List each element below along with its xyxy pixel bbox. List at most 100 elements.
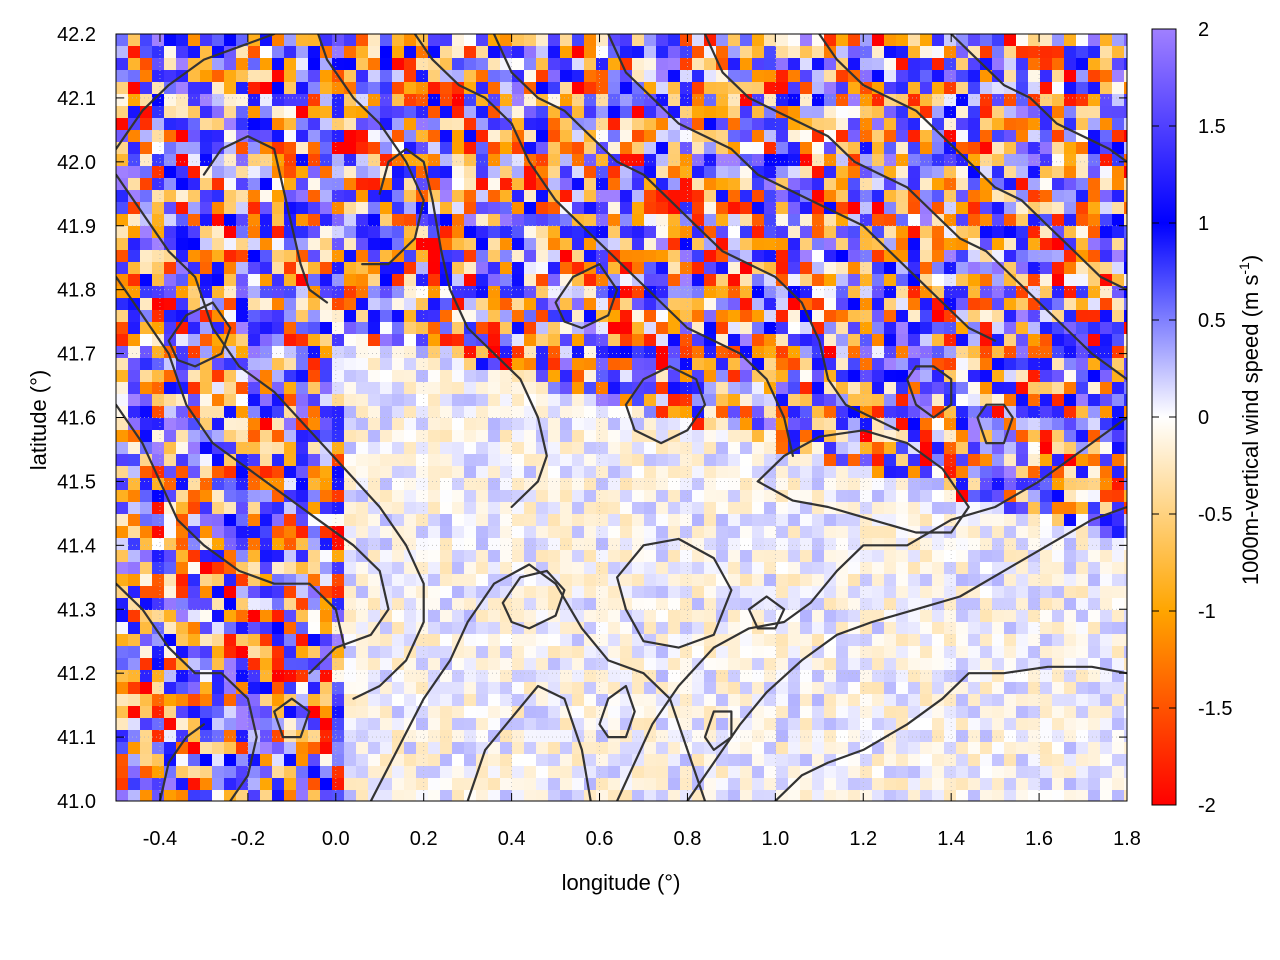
heatmap-cell <box>848 670 861 683</box>
heatmap-cell <box>1016 478 1029 491</box>
heatmap-cell <box>560 118 573 131</box>
heatmap-cell <box>536 730 549 743</box>
heatmap-cell <box>1112 262 1125 275</box>
heatmap-cell <box>860 718 873 731</box>
heatmap-cell <box>524 730 537 743</box>
heatmap-cell <box>584 706 597 719</box>
heatmap-cell <box>848 514 861 527</box>
heatmap-cell <box>812 418 825 431</box>
heatmap-cell <box>392 538 405 551</box>
heatmap-cell <box>656 454 669 467</box>
heatmap-cell <box>968 142 981 155</box>
heatmap-cell <box>740 466 753 479</box>
heatmap-cell <box>752 226 765 239</box>
heatmap-cell <box>380 58 393 71</box>
heatmap-cell <box>872 658 885 671</box>
heatmap-cell <box>728 382 741 395</box>
heatmap-cell <box>968 634 981 647</box>
heatmap-cell <box>908 214 921 227</box>
heatmap-cell <box>896 418 909 431</box>
heatmap-cell <box>572 442 585 455</box>
heatmap-cell <box>860 478 873 491</box>
heatmap-cell <box>512 454 525 467</box>
heatmap-cell <box>932 478 945 491</box>
heatmap-cell <box>932 382 945 395</box>
heatmap-cell <box>332 718 345 731</box>
heatmap-cell <box>512 262 525 275</box>
heatmap-cell <box>776 466 789 479</box>
heatmap-cell <box>248 478 261 491</box>
heatmap-cell <box>632 190 645 203</box>
heatmap-cell <box>668 94 681 107</box>
heatmap-cell <box>1112 514 1125 527</box>
heatmap-cell <box>176 178 189 191</box>
heatmap-cell <box>248 442 261 455</box>
heatmap-cell <box>788 58 801 71</box>
heatmap-cell <box>644 610 657 623</box>
heatmap-cell <box>524 106 537 119</box>
heatmap-cell <box>512 526 525 539</box>
heatmap-cell <box>428 622 441 635</box>
heatmap-cell <box>548 250 561 263</box>
heatmap-cell <box>692 286 705 299</box>
heatmap-cell <box>620 538 633 551</box>
heatmap-cell <box>680 586 693 599</box>
heatmap-cell <box>848 418 861 431</box>
heatmap-cell <box>284 490 297 503</box>
heatmap-cell <box>1064 46 1077 59</box>
heatmap-cell <box>1016 610 1029 623</box>
heatmap-cell <box>164 106 177 119</box>
heatmap-cell <box>356 598 369 611</box>
heatmap-cell <box>836 370 849 383</box>
heatmap-cell <box>368 694 381 707</box>
heatmap-cell <box>236 370 249 383</box>
heatmap-cell <box>644 130 657 143</box>
heatmap-cell <box>1040 190 1053 203</box>
heatmap-cell <box>140 286 153 299</box>
heatmap-cell <box>500 142 513 155</box>
heatmap-cell <box>248 454 261 467</box>
heatmap-cell <box>152 226 165 239</box>
heatmap-cell <box>956 706 969 719</box>
heatmap-cell <box>380 202 393 215</box>
heatmap-cell <box>380 526 393 539</box>
heatmap-cell <box>848 46 861 59</box>
heatmap-cell <box>1112 334 1125 347</box>
heatmap-cell <box>644 334 657 347</box>
heatmap-cell <box>176 646 189 659</box>
heatmap-cell <box>320 730 333 743</box>
heatmap-cell <box>332 682 345 695</box>
heatmap-cell <box>536 586 549 599</box>
heatmap-cell <box>596 106 609 119</box>
heatmap-cell <box>584 70 597 83</box>
heatmap-cell <box>200 226 213 239</box>
heatmap-cell <box>464 46 477 59</box>
heatmap-cell <box>488 730 501 743</box>
heatmap-cell <box>140 226 153 239</box>
heatmap-cell <box>980 142 993 155</box>
heatmap-cell <box>812 82 825 95</box>
heatmap-cell <box>332 34 345 47</box>
heatmap-cell <box>896 442 909 455</box>
heatmap-cell <box>140 94 153 107</box>
heatmap-cell <box>164 694 177 707</box>
heatmap-cell <box>284 334 297 347</box>
heatmap-cell <box>380 538 393 551</box>
heatmap-cell <box>860 382 873 395</box>
heatmap-cell <box>920 130 933 143</box>
heatmap-cell <box>896 394 909 407</box>
heatmap-cell <box>452 130 465 143</box>
heatmap-cell <box>176 454 189 467</box>
heatmap-cell <box>1004 238 1017 251</box>
heatmap-cell <box>284 70 297 83</box>
heatmap-cell <box>308 70 321 83</box>
heatmap-cell <box>536 358 549 371</box>
heatmap-cell <box>1040 394 1053 407</box>
heatmap-cell <box>332 142 345 155</box>
heatmap-cell <box>200 562 213 575</box>
heatmap-cell <box>188 490 201 503</box>
heatmap-cell <box>632 70 645 83</box>
heatmap-cell <box>596 298 609 311</box>
heatmap-cell <box>392 178 405 191</box>
heatmap-cell <box>512 634 525 647</box>
